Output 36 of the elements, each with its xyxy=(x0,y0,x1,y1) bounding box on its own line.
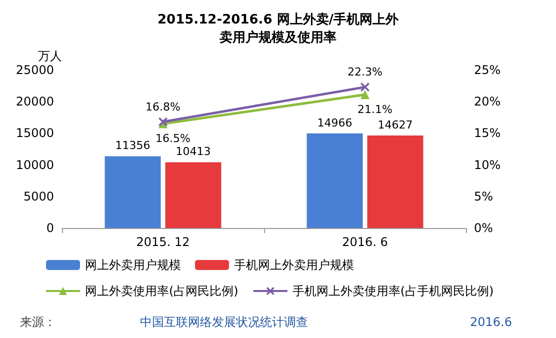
legend-label: 手机网上外卖用户规模 xyxy=(234,258,354,272)
y-tick-label: 20000 xyxy=(16,94,54,109)
point xyxy=(360,82,370,92)
y2-tick-label: 25% xyxy=(474,63,501,77)
y2-tick-label: 10% xyxy=(474,158,501,172)
y2-tick-label: 15% xyxy=(474,126,501,140)
y-tick-label: 10000 xyxy=(16,158,54,172)
x-tick-label: 2015. 12 xyxy=(136,235,190,249)
y-axis-title: 万人 xyxy=(38,49,62,63)
legend-label: 网上外卖用户规模 xyxy=(85,258,181,272)
data-label: 16.5% xyxy=(156,132,190,146)
bar xyxy=(165,162,222,228)
source-note: 来源： xyxy=(20,315,56,329)
y-tick-label: 25000 xyxy=(16,63,54,77)
y-tick-label: 0 xyxy=(46,221,54,235)
data-label: 22.3% xyxy=(348,66,382,79)
data-label: 14966 xyxy=(317,116,352,130)
legend-label: 网上外卖使用率(占网民比例) xyxy=(85,284,238,298)
data-label: 14627 xyxy=(378,118,413,132)
y-tick-label: 15000 xyxy=(16,126,54,140)
bar xyxy=(104,156,161,228)
chart-title: 2015.12-2016.6 网上外卖/手机网上外卖用户规模及使用率 xyxy=(157,12,400,46)
text: 中国互联网络发展状况统计调查 xyxy=(140,315,308,329)
bar xyxy=(367,136,424,228)
y2-tick-label: 0% xyxy=(474,221,494,235)
y2-tick-label: 5% xyxy=(474,189,494,204)
text: 2016.6 xyxy=(470,315,512,329)
data-label: 10413 xyxy=(176,145,211,158)
data-label: 21.1% xyxy=(358,103,392,116)
legend-label: 手机网上外卖使用率(占手机网民比例) xyxy=(292,284,494,298)
data-label: 16.8% xyxy=(146,100,180,114)
bar xyxy=(306,133,363,228)
y-tick-label: 5000 xyxy=(23,189,54,204)
x-tick-label: 2016. 6 xyxy=(342,235,388,249)
y2-tick-label: 20% xyxy=(474,94,501,109)
data-label: 11356 xyxy=(115,139,150,152)
